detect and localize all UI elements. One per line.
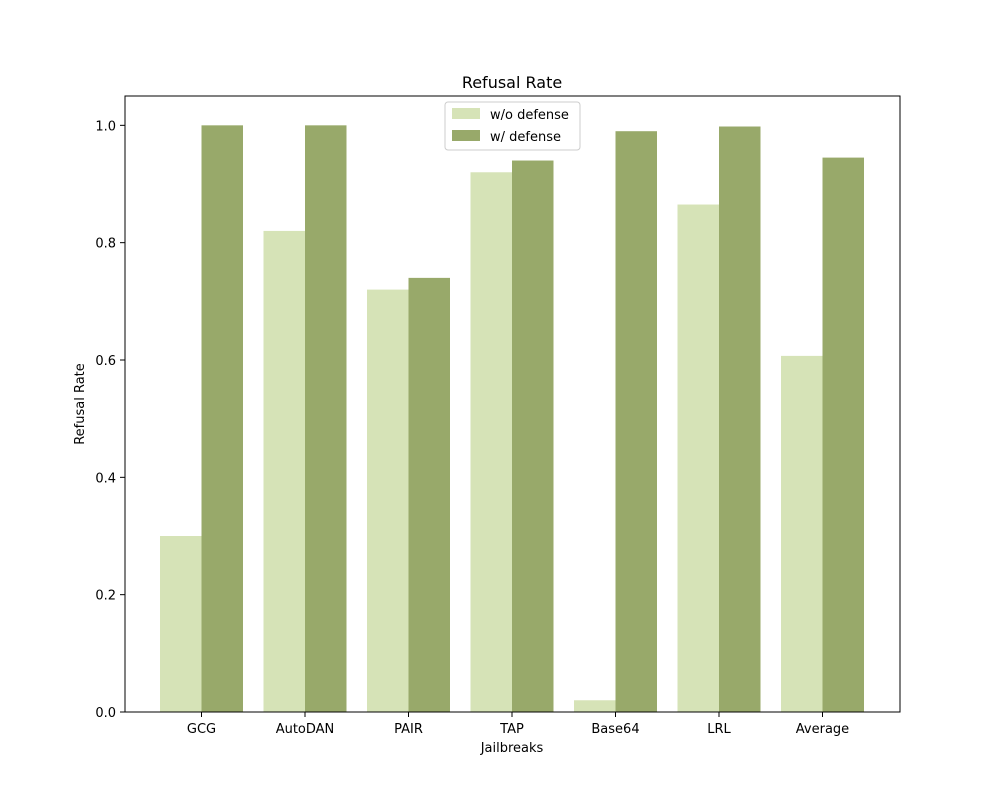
x-axis: GCG AutoDAN PAIR TAP Base64 LRL Average: [187, 712, 849, 737]
legend-swatch-w-defense: [452, 130, 480, 141]
bar-wo-defense-gcg: [160, 536, 202, 712]
legend-label-wo-defense: w/o defense: [490, 108, 569, 123]
bar-wo-defense-pair: [367, 289, 409, 712]
x-tick-label: TAP: [499, 722, 524, 737]
bar-w-defense-lrl: [719, 126, 761, 712]
x-tick-label: PAIR: [394, 722, 423, 737]
bar-wo-defense-base64: [574, 700, 616, 712]
y-tick-label: 1.0: [95, 119, 116, 134]
x-tick-label: LRL: [707, 722, 731, 737]
y-tick-label: 0.4: [95, 471, 116, 486]
x-tick-label: GCG: [187, 722, 216, 737]
x-tick-label: AutoDAN: [276, 722, 335, 737]
bar-w-defense-tap: [512, 160, 554, 712]
bar-w-defense-average: [822, 157, 864, 713]
legend: w/o defense w/ defense: [444, 101, 581, 151]
x-tick-label: Average: [796, 722, 849, 737]
bar-w-defense-autodan: [305, 125, 347, 712]
legend-label-w-defense: w/ defense: [490, 130, 561, 145]
bar-wo-defense-autodan: [263, 230, 305, 712]
x-axis-label: Jailbreaks: [480, 741, 544, 756]
legend-swatch-wo-defense: [452, 108, 480, 119]
bar-wo-defense-lrl: [677, 204, 719, 712]
bar-wo-defense-tap: [470, 172, 512, 712]
bar-wo-defense-average: [781, 355, 823, 712]
x-tick-label: Base64: [591, 722, 639, 737]
bar-w-defense-gcg: [201, 125, 243, 712]
bars-layer: [160, 125, 864, 713]
bar-w-defense-base64: [615, 131, 657, 712]
y-axis: 0.0 0.2 0.4 0.6 0.8 1.0: [95, 119, 125, 721]
y-tick-label: 0.2: [95, 589, 116, 604]
y-tick-label: 0.8: [95, 237, 116, 252]
chart-title: Refusal Rate: [462, 73, 562, 92]
y-axis-label: Refusal Rate: [73, 363, 88, 445]
bar-w-defense-pair: [408, 277, 450, 712]
y-tick-label: 0.6: [95, 354, 116, 369]
y-tick-label: 0.0: [95, 706, 116, 721]
